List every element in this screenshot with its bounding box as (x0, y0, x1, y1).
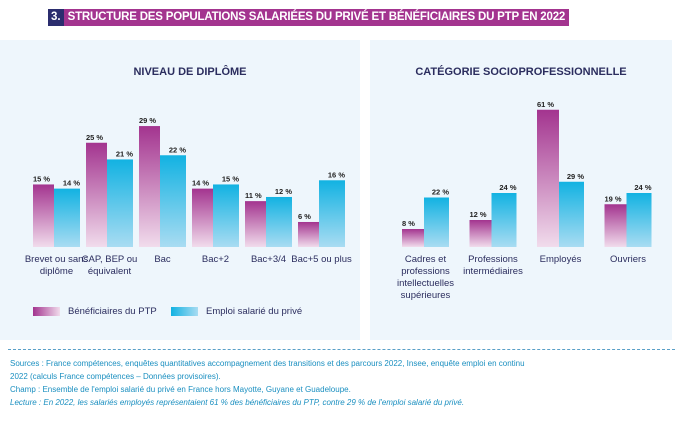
figure-number: 3. (48, 9, 64, 26)
data-label: 12 % (275, 187, 292, 196)
bar-ptp-2 (139, 126, 160, 247)
bar-ptp-1 (86, 142, 107, 247)
data-label: 14 % (63, 179, 80, 188)
chart-title-csp: CATÉGORIE SOCIOPROFESSIONNELLE (415, 66, 627, 78)
data-label: 8 % (402, 219, 415, 228)
data-label: 15 % (222, 174, 239, 183)
data-label: 6 % (298, 212, 311, 221)
category-label: Bac+2 (201, 254, 230, 265)
category-label: Cadres et professions intellectuelles su… (396, 254, 455, 301)
data-label: 29 % (139, 116, 156, 125)
bar-ptp-5 (298, 221, 319, 247)
bar-ptp-4 (245, 201, 266, 247)
bar-prive-1 (107, 159, 133, 247)
champ-note: Champ : Ensemble de l'emploi salarié du … (10, 385, 351, 394)
bar-ptp-2 (537, 109, 559, 247)
lecture-note: Lecture : En 2022, les salariés employés… (10, 398, 465, 407)
bar-ptp-3 (192, 188, 213, 247)
bar-ptp-0 (402, 229, 424, 247)
bar-prive-0 (54, 188, 80, 247)
sources-note: Sources : France compétences, enquêtes q… (10, 359, 525, 381)
legend-swatch-prive (171, 307, 198, 316)
category-label: Bac (154, 254, 171, 265)
category-label: Bac+5 ou plus (291, 254, 352, 265)
category-label: Employés (539, 254, 582, 265)
bar-prive-3 (626, 193, 652, 247)
divider (8, 349, 675, 350)
data-label: 21 % (116, 149, 133, 158)
data-label: 14 % (192, 179, 209, 188)
bar-ptp-0 (33, 184, 54, 247)
figure-title: 3. STRUCTURE DES POPULATIONS SALARIÉES D… (48, 9, 570, 26)
bar-prive-0 (424, 197, 449, 247)
panel-csp (370, 40, 672, 340)
data-label: 24 % (499, 183, 516, 192)
category-label: Ouvriers (610, 254, 646, 265)
data-label: 29 % (567, 172, 584, 181)
category-label: CAP, BEP ou équivalent (81, 254, 138, 277)
data-label: 12 % (470, 210, 487, 219)
bar-ptp-3 (604, 204, 627, 247)
bar-prive-2 (559, 181, 584, 247)
data-label: 22 % (169, 145, 186, 154)
legend-item-prive: Emploi salarié du privé (171, 306, 302, 317)
chart-title-diplome: NIVEAU DE DIPLÔME (133, 66, 247, 78)
legend-item-ptp: Bénéficiaires du PTP (33, 306, 157, 317)
figure-title-text: STRUCTURE DES POPULATIONS SALARIÉES DU P… (63, 9, 570, 26)
legend-swatch-ptp (33, 307, 60, 316)
data-label: 15 % (33, 174, 50, 183)
category-label: Brevet ou sans diplôme (24, 254, 89, 277)
notes: Sources : France compétences, enquêtes q… (10, 357, 670, 409)
data-label: 16 % (328, 170, 345, 179)
bar-prive-3 (213, 184, 239, 247)
legend-label-prive: Emploi salarié du privé (206, 306, 303, 317)
bar-prive-1 (491, 193, 517, 247)
data-label: 19 % (605, 194, 622, 203)
data-label: 11 % (245, 191, 262, 200)
bar-ptp-1 (469, 220, 492, 247)
category-label: Bac+3/4 (250, 254, 287, 265)
data-label: 61 % (537, 100, 554, 109)
category-label: Professions intermédiaires (463, 254, 523, 277)
data-label: 22 % (432, 188, 449, 197)
bar-prive-2 (160, 155, 186, 247)
data-label: 25 % (86, 133, 103, 142)
bar-prive-4 (266, 196, 292, 247)
data-label: 24 % (634, 183, 651, 192)
bar-prive-5 (319, 180, 345, 247)
legend-label-ptp: Bénéficiaires du PTP (68, 306, 157, 317)
